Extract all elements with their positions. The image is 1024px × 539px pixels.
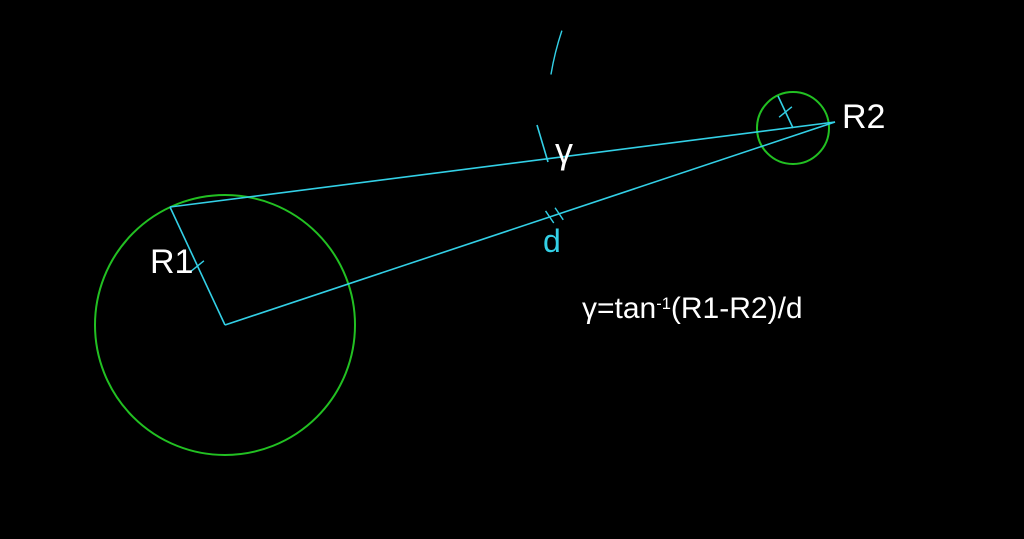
label-d: d bbox=[543, 225, 561, 257]
formula-sup: -1 bbox=[656, 295, 671, 313]
formula-part1: γ=tan bbox=[582, 292, 656, 325]
tick-d-0 bbox=[546, 211, 554, 223]
gamma-mark bbox=[537, 125, 548, 162]
line-tangent bbox=[170, 122, 835, 207]
label-r2-text: R2 bbox=[842, 98, 885, 136]
label-d-text: d bbox=[543, 223, 561, 259]
label-gamma-text: γ bbox=[555, 130, 573, 171]
tick-d-1 bbox=[555, 208, 563, 220]
angle-arc bbox=[551, 31, 562, 75]
formula-part2: (R1-R2)/d bbox=[671, 292, 803, 325]
label-r2: R2 bbox=[842, 100, 885, 134]
diagram-stage: R1 R2 γ d γ=tan-1(R1-R2)/d bbox=[0, 0, 1024, 539]
tick-r2-0 bbox=[779, 107, 792, 117]
label-r1-text: R1 bbox=[150, 243, 193, 281]
label-r1: R1 bbox=[150, 245, 193, 279]
formula: γ=tan-1(R1-R2)/d bbox=[582, 292, 803, 326]
label-gamma: γ bbox=[555, 133, 573, 169]
